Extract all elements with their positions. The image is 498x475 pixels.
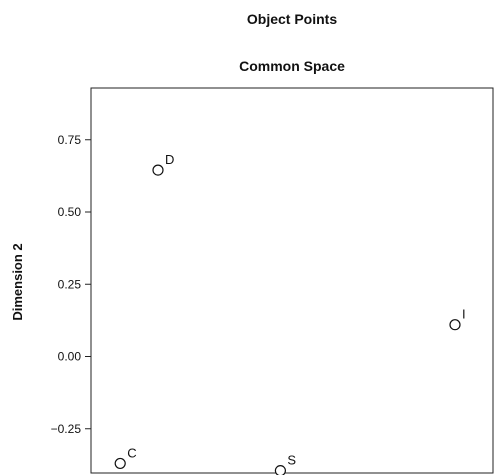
y-tick-label: 0.75 [58, 133, 82, 147]
point-marker-s [274, 465, 286, 475]
point-marker-i [449, 319, 461, 331]
y-axis-label: Dimension 2 [10, 243, 25, 320]
chart-subtitle: Common Space [239, 58, 345, 74]
point-marker-c [114, 457, 126, 470]
plot-frame [90, 87, 494, 474]
point-label-d: D [165, 152, 174, 167]
point-label-i: I [462, 307, 466, 322]
point-label-c: C [127, 445, 136, 460]
chart-title: Object Points [247, 11, 337, 27]
y-tick-label: 0.50 [58, 205, 82, 219]
y-tick-label: −0.25 [51, 422, 82, 436]
data-points: D I C S [114, 152, 466, 475]
y-axis-ticks: −0.25 0.00 0.25 0.50 0.75 [51, 133, 91, 436]
point-marker-d [152, 164, 164, 176]
y-tick-label: 0.00 [58, 350, 82, 364]
y-tick-label: 0.25 [58, 277, 82, 291]
point-label-s: S [287, 453, 296, 468]
